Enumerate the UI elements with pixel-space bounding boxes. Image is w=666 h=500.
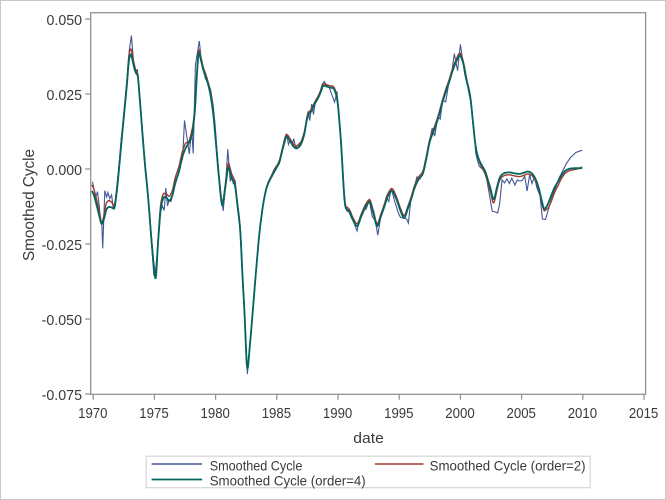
svg-text:date: date [353,430,384,447]
svg-text:Smoothed Cycle (order=2): Smoothed Cycle (order=2) [430,458,586,474]
svg-text:-0.050: -0.050 [42,313,82,329]
svg-text:2000: 2000 [445,406,474,422]
svg-text:0.000: 0.000 [47,163,83,179]
svg-text:Smoothed Cycle: Smoothed Cycle [210,458,303,474]
svg-text:2015: 2015 [629,406,658,422]
svg-text:0.050: 0.050 [47,13,83,29]
svg-text:-0.025: -0.025 [42,238,82,254]
svg-text:2005: 2005 [507,406,536,422]
svg-text:Smoothed Cycle (order=4): Smoothed Cycle (order=4) [210,472,366,488]
svg-text:1995: 1995 [384,406,413,422]
svg-text:Smoothed Cycle: Smoothed Cycle [21,149,38,261]
svg-text:1985: 1985 [262,406,291,422]
svg-text:1990: 1990 [323,406,352,422]
svg-text:1980: 1980 [201,406,230,422]
svg-text:1975: 1975 [139,406,168,422]
svg-text:0.025: 0.025 [47,88,83,104]
svg-text:2010: 2010 [568,406,597,422]
svg-text:1970: 1970 [78,406,107,422]
svg-text:-0.075: -0.075 [42,388,82,404]
